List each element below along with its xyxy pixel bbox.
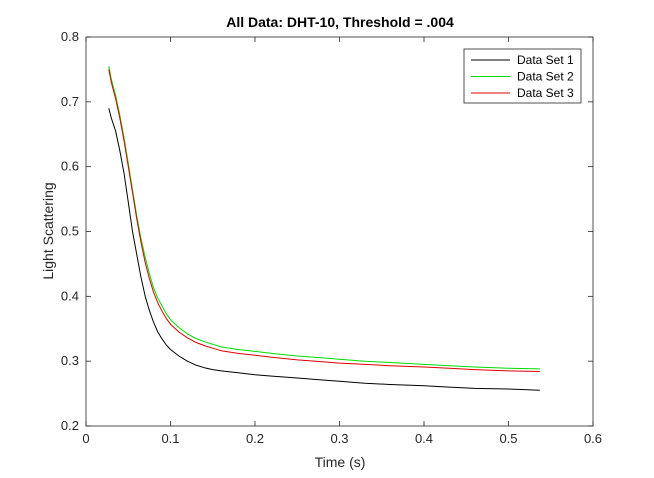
chart-title: All Data: DHT-10, Threshold = .004 bbox=[226, 14, 454, 30]
x-axis-ticks: 0 0.1 0.2 0.3 0.4 0.5 0.6 bbox=[82, 37, 602, 446]
series-line-2 bbox=[108, 66, 540, 370]
legend-label-1: Data Set 1 bbox=[517, 53, 574, 67]
y-tick-label: 0.5 bbox=[61, 224, 79, 239]
legend: Data Set 1 Data Set 2 Data Set 3 bbox=[463, 48, 582, 104]
y-tick-label: 0.4 bbox=[61, 288, 79, 303]
y-axis-label: Light Scattering bbox=[40, 182, 56, 279]
x-tick-label: 0.1 bbox=[161, 431, 179, 446]
legend-label-2: Data Set 2 bbox=[517, 70, 574, 84]
y-tick-label: 0.2 bbox=[61, 418, 79, 433]
x-tick-label: 0.2 bbox=[246, 431, 264, 446]
y-axis-ticks: 0.2 0.3 0.4 0.5 0.6 0.7 0.8 bbox=[61, 29, 593, 433]
x-tick-label: 0.5 bbox=[499, 431, 517, 446]
x-tick-label: 0.4 bbox=[415, 431, 433, 446]
series-layer bbox=[108, 66, 540, 391]
x-axis-label: Time (s) bbox=[315, 454, 366, 470]
series-line-1 bbox=[108, 108, 540, 391]
y-tick-label: 0.8 bbox=[61, 29, 79, 44]
x-tick-label: 0.6 bbox=[584, 431, 602, 446]
x-tick-label: 0 bbox=[82, 431, 89, 446]
y-tick-label: 0.3 bbox=[61, 353, 79, 368]
y-tick-label: 0.7 bbox=[61, 94, 79, 109]
x-tick-label: 0.3 bbox=[330, 431, 348, 446]
series-line-3 bbox=[108, 69, 540, 372]
legend-label-3: Data Set 3 bbox=[517, 86, 574, 100]
y-tick-label: 0.6 bbox=[61, 159, 79, 174]
